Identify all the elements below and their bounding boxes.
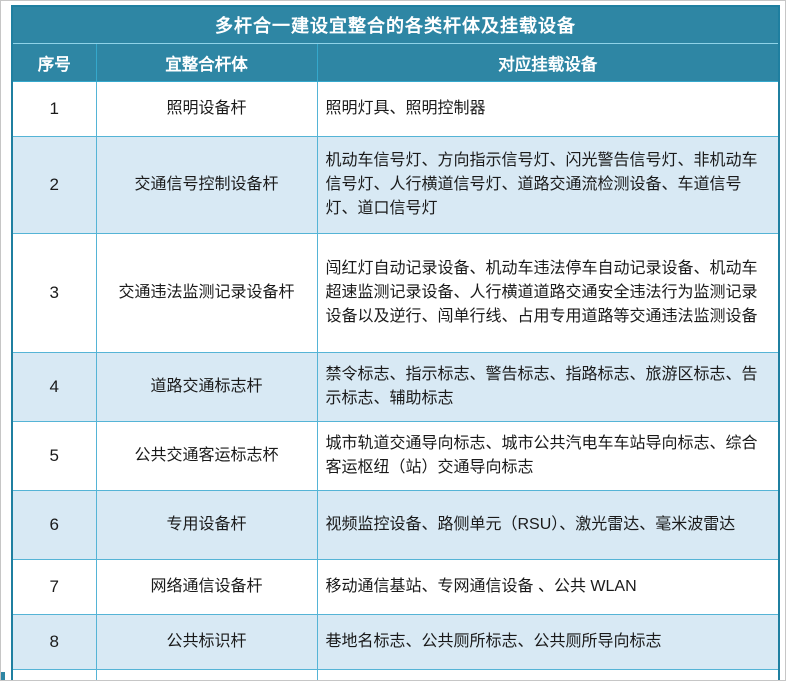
pole-name-cell: 交通信号控制设备杆 [95, 136, 318, 234]
table-row: 7 网络通信设备杆 移动通信基站、专网通信设备 、公共 WLAN [11, 559, 780, 615]
table-header-row: 序号 宜整合杆体 对应挂载设备 [12, 43, 779, 82]
pole-name-cell: 公共标识杆 [95, 614, 318, 670]
pole-name-cell: 网络通信设备杆 [95, 559, 318, 615]
table-title-row: 多杆合一建设宜整合的各类杆体及挂载设备 [12, 6, 779, 44]
table-row: 9 其他杆体 环境监测、气象监测、城市管理、景观花篮、灯笼灯饰、道旗等涉及的其他… [11, 669, 780, 680]
pole-name-cell: 其他杆体 [95, 669, 318, 680]
table-row: 8 公共标识杆 巷地名标志、公共厕所标志、公共厕所导向标志 [11, 614, 780, 670]
column-header-index: 序号 [12, 43, 96, 82]
devices-cell: 机动车信号灯、方向指示信号灯、闪光警告信号灯、非机动车信号灯、人行横道信号灯、道… [316, 136, 780, 234]
table-row: 4 道路交通标志杆 禁令标志、指示标志、警告标志、指路标志、旅游区标志、告示标志… [11, 352, 780, 422]
table-row: 3 交通违法监测记录设备杆 闯红灯自动记录设备、机动车违法停车自动记录设备、机动… [11, 233, 780, 353]
row-index-cell: 1 [11, 81, 97, 137]
row-index-cell: 3 [11, 233, 97, 353]
pole-name-cell: 道路交通标志杆 [95, 352, 318, 422]
table-row: 2 交通信号控制设备杆 机动车信号灯、方向指示信号灯、闪光警告信号灯、非机动车信… [11, 136, 780, 234]
row-index-cell: 4 [11, 352, 97, 422]
devices-cell: 巷地名标志、公共厕所标志、公共厕所导向标志 [316, 614, 780, 670]
devices-cell: 环境监测、气象监测、城市管理、景观花篮、灯笼灯饰、道旗等涉及的其他挂载设备 [316, 669, 780, 680]
row-index-cell: 2 [11, 136, 97, 234]
table-title: 多杆合一建设宜整合的各类杆体及挂载设备 [12, 6, 779, 44]
row-index-cell: 8 [11, 614, 97, 670]
devices-cell: 禁令标志、指示标志、警告标志、指路标志、旅游区标志、告示标志、辅助标志 [316, 352, 780, 422]
column-header-pole-type: 宜整合杆体 [95, 43, 317, 82]
pole-name-cell: 交通违法监测记录设备杆 [95, 233, 318, 353]
row-index-cell: 9 [11, 669, 97, 680]
column-header-devices: 对应挂载设备 [316, 43, 779, 82]
table-row: 6 专用设备杆 视频监控设备、路侧单元（RSU）、激光雷达、毫米波雷达 [11, 490, 780, 560]
corner-artifact [1, 672, 5, 680]
devices-cell: 视频监控设备、路侧单元（RSU）、激光雷达、毫米波雷达 [316, 490, 780, 560]
devices-cell: 城市轨道交通导向标志、城市公共汽电车车站导向标志、综合客运枢纽（站）交通导向标志 [316, 421, 780, 491]
devices-cell: 移动通信基站、专网通信设备 、公共 WLAN [316, 559, 780, 615]
pole-name-cell: 专用设备杆 [95, 490, 318, 560]
table-row: 5 公共交通客运标志杯 城市轨道交通导向标志、城市公共汽电车车站导向标志、综合客… [11, 421, 780, 491]
devices-cell: 闯红灯自动记录设备、机动车违法停车自动记录设备、机动车超速监测记录设备、人行横道… [316, 233, 780, 353]
row-index-cell: 5 [11, 421, 97, 491]
row-index-cell: 6 [11, 490, 97, 560]
pole-name-cell: 照明设备杆 [95, 81, 318, 137]
table-row: 1 照明设备杆 照明灯具、照明控制器 [11, 81, 780, 137]
pole-name-cell: 公共交通客运标志杯 [95, 421, 318, 491]
row-index-cell: 7 [11, 559, 97, 615]
devices-cell: 照明灯具、照明控制器 [316, 81, 780, 137]
pole-equipment-table: 多杆合一建设宜整合的各类杆体及挂载设备 序号 宜整合杆体 对应挂载设备 1 照明… [11, 5, 780, 680]
